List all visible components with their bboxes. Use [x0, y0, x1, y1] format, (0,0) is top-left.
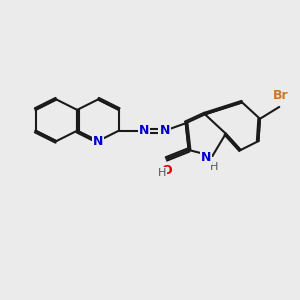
Text: H: H [158, 168, 166, 178]
Text: H: H [210, 163, 218, 172]
Text: N: N [201, 151, 211, 164]
Text: Br: Br [273, 89, 289, 102]
Text: O: O [161, 164, 172, 177]
Text: N: N [139, 124, 149, 137]
Text: N: N [93, 135, 103, 148]
Text: N: N [160, 124, 170, 137]
